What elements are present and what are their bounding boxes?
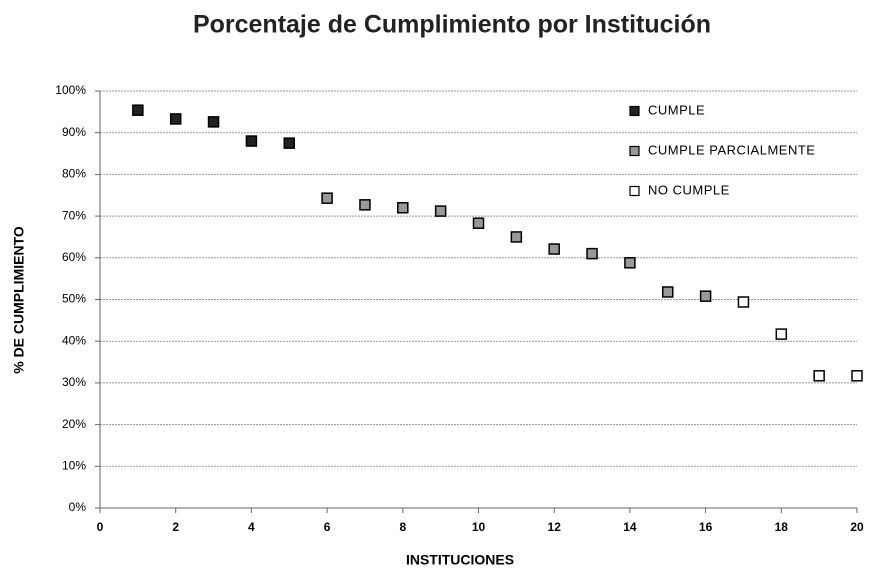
y-axis-label: % DE CUMPLIMIENTO [11, 226, 27, 374]
point [813, 370, 825, 382]
legend-label: CUMPLE PARCIALMENTE [648, 142, 815, 157]
x-tick-label: 10 [472, 520, 486, 534]
y-tick-label: 20% [62, 417, 86, 431]
point [737, 296, 750, 308]
x-tick-label: 12 [548, 520, 562, 534]
point [548, 243, 560, 255]
x-axis-label: INSTITUCIONES [406, 552, 514, 568]
point [132, 104, 144, 116]
point [207, 116, 220, 128]
x-tick-label: 18 [775, 520, 789, 534]
point [283, 137, 295, 149]
point [851, 370, 863, 382]
y-tick-label: 40% [62, 333, 86, 347]
point [624, 257, 636, 269]
legend-label: NO CUMPLE [648, 182, 730, 197]
point [321, 192, 333, 204]
point [169, 113, 182, 125]
point [586, 247, 598, 260]
x-tick-label: 2 [172, 520, 179, 534]
point [510, 231, 523, 243]
point [775, 328, 788, 340]
y-tick-label: 30% [62, 375, 86, 389]
y-tick-label: 60% [62, 250, 86, 264]
y-tick-label: 80% [62, 167, 86, 181]
legend-marker [629, 145, 640, 157]
point [434, 205, 447, 217]
y-tick-label: 70% [62, 208, 86, 222]
y-tick-label: 100% [55, 83, 86, 97]
legend-marker [629, 185, 640, 197]
x-tick-label: 20 [850, 520, 864, 534]
point [397, 202, 409, 214]
point [699, 290, 712, 302]
point [245, 135, 258, 147]
x-tick-label: 8 [399, 520, 406, 534]
x-tick-label: 4 [248, 520, 255, 534]
x-tick-label: 16 [699, 520, 713, 534]
legend-label: CUMPLE [648, 102, 705, 117]
legend-marker [629, 105, 640, 117]
y-tick-label: 90% [62, 125, 86, 139]
point [359, 199, 371, 211]
x-tick-label: 6 [324, 520, 331, 534]
chart-title: Porcentaje de Cumplimiento por Instituci… [193, 11, 711, 39]
y-tick-label: 10% [62, 458, 86, 472]
x-tick-label: 0 [97, 520, 104, 534]
y-tick-label: 0% [69, 500, 87, 514]
y-tick-label: 50% [62, 292, 86, 306]
point [472, 217, 485, 229]
point [662, 286, 674, 298]
x-tick-label: 14 [623, 520, 637, 534]
